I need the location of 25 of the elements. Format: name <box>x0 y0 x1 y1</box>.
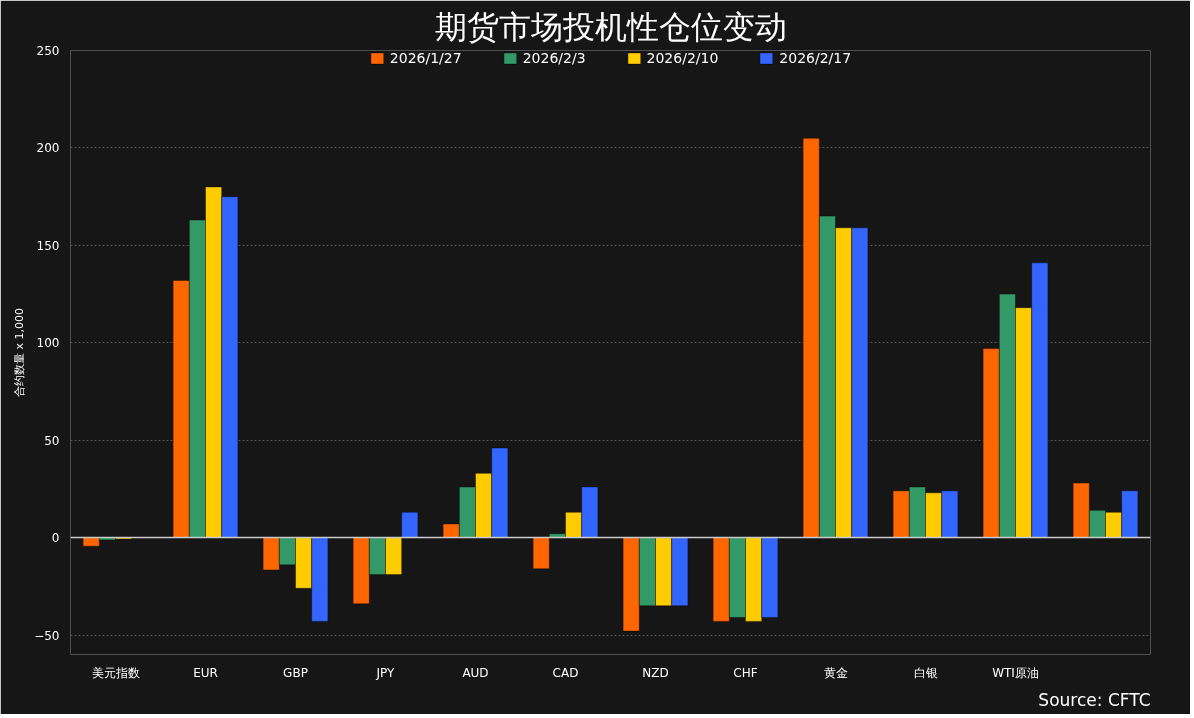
y-axis-title: 合约数量 x 1,000 <box>13 308 27 397</box>
legend-label: 2026/2/10 <box>646 50 719 66</box>
x-tick-label: CHF <box>733 665 758 680</box>
x-tick-label: NZD <box>642 665 669 680</box>
x-tick-label: AUD <box>462 665 489 680</box>
x-tick-label: GBP <box>283 665 308 680</box>
y-tick-label: −50 <box>34 628 60 643</box>
y-tick-label: 50 <box>44 433 60 448</box>
x-tick-label: CAD <box>552 665 579 680</box>
y-tick-label: 100 <box>36 336 60 351</box>
legend-label: 2026/2/3 <box>522 50 586 66</box>
x-tick-label: EUR <box>193 665 218 680</box>
y-tick-label: 250 <box>36 44 60 58</box>
x-tick-label: 美元指数 <box>91 665 140 680</box>
x-tick-label: WTI原油 <box>992 665 1039 680</box>
y-tick-label: 200 <box>36 141 60 156</box>
legend-label: 2026/1/27 <box>389 50 462 66</box>
x-tick-label: JPY <box>375 665 396 680</box>
x-tick-label: 白银 <box>913 665 938 680</box>
legend-label: 2026/2/17 <box>779 50 852 66</box>
y-tick-label: 150 <box>36 238 60 253</box>
chart-title: 期货市场投机性仓位变动 <box>434 7 787 46</box>
source-note: Source: CFTC <box>1038 689 1151 710</box>
x-tick-label: 黄金 <box>823 665 848 680</box>
y-tick-label: 0 <box>51 531 60 546</box>
